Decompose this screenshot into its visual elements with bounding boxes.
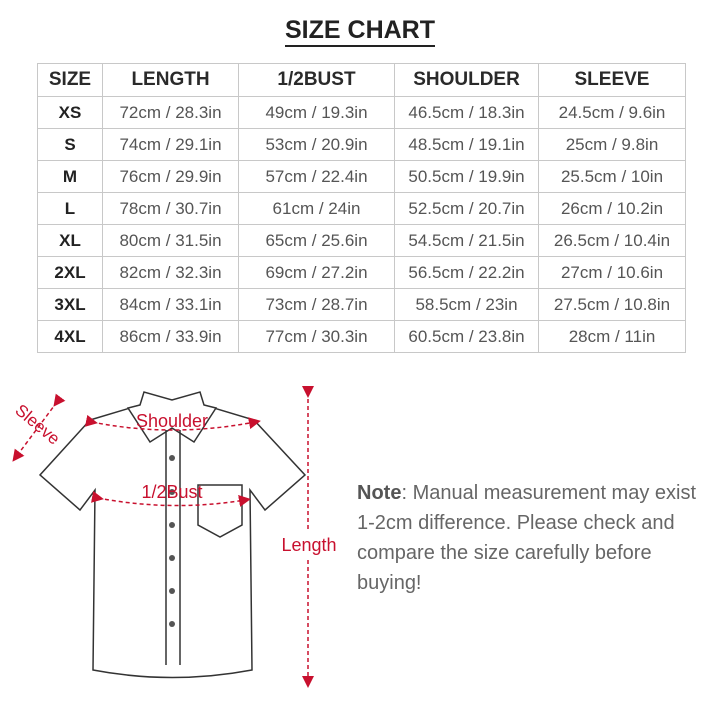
- size-cell: M: [37, 160, 103, 193]
- measurement-cell: 52.5cm / 20.7in: [394, 192, 539, 225]
- measurement-cell: 57cm / 22.4in: [238, 160, 395, 193]
- measurement-cell: 26.5cm / 10.4in: [538, 224, 686, 257]
- measurement-cell: 27cm / 10.6in: [538, 256, 686, 289]
- table-row: XS 72cm / 28.3in 49cm / 19.3in 46.5cm / 18.…: [37, 96, 686, 129]
- measurement-cell: 50.5cm / 19.9in: [394, 160, 539, 193]
- size-cell: 4XL: [37, 320, 103, 353]
- table-row: M 76cm / 29.9in 57cm / 22.4in 50.5cm / 19.9…: [37, 160, 686, 193]
- size-cell: 3XL: [37, 288, 103, 321]
- table-row: 4XL 86cm / 33.9in 77cm / 30.3in 60.5cm / 23…: [37, 320, 686, 353]
- measurement-cell: 77cm / 30.3in: [238, 320, 395, 353]
- size-cell: L: [37, 192, 103, 225]
- measurement-cell: 48.5cm / 19.1in: [394, 128, 539, 161]
- table-header-row: SIZE LENGTH 1/2BUST SHOULDER SLEEVE: [37, 63, 686, 97]
- measurement-cell: 25cm / 9.8in: [538, 128, 686, 161]
- length-label: Length: [281, 535, 336, 555]
- measurement-cell: 65cm / 25.6in: [238, 224, 395, 257]
- bust-label: 1/2Bust: [141, 482, 202, 502]
- size-cell: XS: [37, 96, 103, 129]
- column-header: SLEEVE: [538, 63, 686, 97]
- measurement-cell: 49cm / 19.3in: [238, 96, 395, 129]
- measurement-cell: 54.5cm / 21.5in: [394, 224, 539, 257]
- measurement-cell: 84cm / 33.1in: [102, 288, 239, 321]
- table-row: 3XL 84cm / 33.1in 73cm / 28.7in 58.5cm / 23…: [37, 288, 686, 321]
- table-row: XL 80cm / 31.5in 65cm / 25.6in 54.5cm / 21.…: [37, 224, 686, 257]
- measurement-cell: 46.5cm / 18.3in: [394, 96, 539, 129]
- table-row: L 78cm / 30.7in 61cm / 24in 52.5cm / 20.7in…: [37, 192, 686, 225]
- measurement-cell: 27.5cm / 10.8in: [538, 288, 686, 321]
- measurement-cell: 73cm / 28.7in: [238, 288, 395, 321]
- measurement-note: Note: Manual measurement may exist 1-2cm…: [357, 478, 697, 598]
- measurement-cell: 56.5cm / 22.2in: [394, 256, 539, 289]
- size-cell: 2XL: [37, 256, 103, 289]
- bust-arrow: [90, 490, 251, 507]
- table-row: 2XL 82cm / 32.3in 69cm / 27.2in 56.5cm / 22…: [37, 256, 686, 289]
- size-table: SIZE LENGTH 1/2BUST SHOULDER SLEEVE XS 72cm /…: [37, 63, 686, 353]
- column-header: SIZE: [37, 63, 103, 97]
- measurement-cell: 78cm / 30.7in: [102, 192, 239, 225]
- shirt-icon: [38, 391, 307, 679]
- column-header: 1/2BUST: [238, 63, 395, 97]
- shoulder-label: Shoulder: [136, 411, 208, 431]
- measurement-cell: 53cm / 20.9in: [238, 128, 395, 161]
- size-cell: S: [37, 128, 103, 161]
- measurement-cell: 72cm / 28.3in: [102, 96, 239, 129]
- table-row: S 74cm / 29.1in 53cm / 20.9in 48.5cm / 19.1…: [37, 128, 686, 161]
- measurement-cell: 26cm / 10.2in: [538, 192, 686, 225]
- measurement-cell: 86cm / 33.9in: [102, 320, 239, 353]
- measurement-cell: 76cm / 29.9in: [102, 160, 239, 193]
- measurement-cell: 28cm / 11in: [538, 320, 686, 353]
- measurement-cell: 82cm / 32.3in: [102, 256, 239, 289]
- measurement-cell: 25.5cm / 10in: [538, 160, 686, 193]
- measurement-cell: 69cm / 27.2in: [238, 256, 395, 289]
- measurement-cell: 60.5cm / 23.8in: [394, 320, 539, 353]
- size-cell: XL: [37, 224, 103, 257]
- column-header: LENGTH: [102, 63, 239, 97]
- measurement-cell: 74cm / 29.1in: [102, 128, 239, 161]
- column-header: SHOULDER: [394, 63, 539, 97]
- note-label: Note: [357, 482, 402, 504]
- sleeve-arrow: [12, 393, 66, 462]
- shirt-diagram: Shoulder 1/2Bust Sleeve Length: [11, 386, 338, 688]
- measurement-cell: 58.5cm / 23in: [394, 288, 539, 321]
- sleeve-label: Sleeve: [11, 401, 63, 449]
- title-text: SIZE CHART: [285, 16, 435, 47]
- measurement-cell: 24.5cm / 9.6in: [538, 96, 686, 129]
- note-text: : Manual measurement may exist 1-2cm dif…: [357, 482, 697, 594]
- page-title: SIZE CHART: [0, 16, 720, 47]
- measurement-cell: 80cm / 31.5in: [102, 224, 239, 257]
- measurement-cell: 61cm / 24in: [238, 192, 395, 225]
